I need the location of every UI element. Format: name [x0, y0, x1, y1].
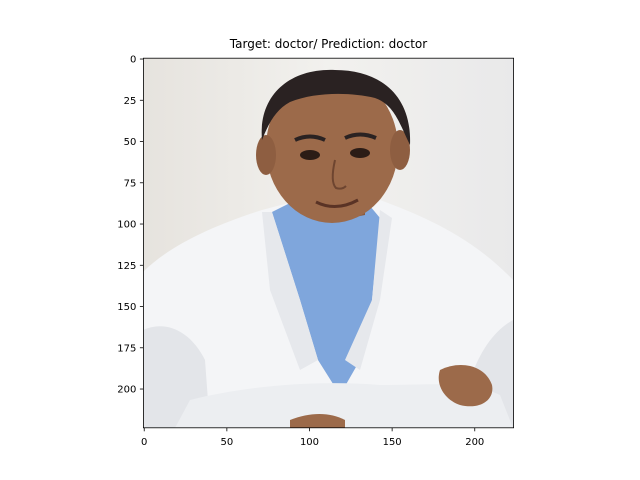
x-tick-label: 200 — [465, 437, 484, 448]
y-axis-ticks: 0 25 50 75 100 125 150 175 200 — [117, 55, 144, 396]
axes-frame — [142, 57, 515, 429]
y-tick-label: 25 — [124, 96, 137, 107]
y-tick-label: 200 — [117, 385, 136, 396]
x-tick-label: 50 — [220, 437, 233, 448]
photo-image — [143, 58, 514, 428]
y-tick-label: 100 — [117, 220, 136, 231]
x-tick-label: 150 — [383, 437, 402, 448]
crossed-arms — [175, 383, 513, 428]
y-tick-label: 0 — [130, 55, 136, 66]
y-tick-label: 75 — [124, 178, 137, 189]
face — [266, 73, 398, 223]
hair — [261, 69, 411, 145]
y-tick-label: 150 — [117, 302, 136, 313]
x-axis-ticks: 0 50 100 150 200 — [141, 427, 484, 448]
x-tick-label: 100 — [300, 437, 319, 448]
y-tick-label: 125 — [117, 261, 136, 272]
y-tick-label: 50 — [124, 137, 137, 148]
y-tick-label: 175 — [117, 343, 136, 354]
chart-title: Target: doctor/ Prediction: doctor — [229, 37, 427, 51]
x-tick-label: 0 — [141, 437, 147, 448]
